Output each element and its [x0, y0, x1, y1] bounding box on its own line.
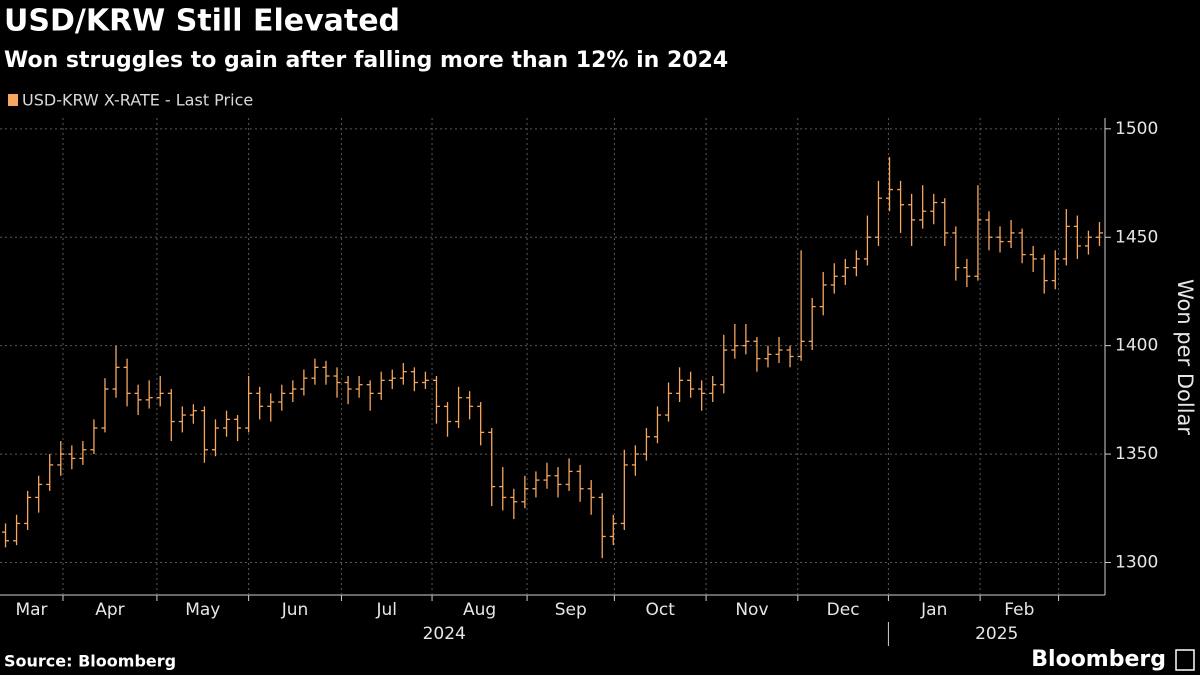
year-label: 2024 — [423, 624, 466, 644]
x-tick-label: Feb — [1004, 600, 1034, 620]
x-tick-label: Sep — [555, 600, 587, 620]
y-tick-label: 1400 — [1115, 336, 1158, 356]
x-tick-label: Jan — [920, 600, 947, 620]
legend-label: USD-KRW X-RATE - Last Price — [22, 91, 253, 110]
x-tick-label: Aug — [463, 600, 496, 620]
y-tick-label: 1350 — [1115, 444, 1158, 464]
chart-title: USD/KRW Still Elevated — [4, 4, 400, 39]
y-tick-label: 1450 — [1115, 227, 1158, 247]
x-tick-label: Jul — [375, 600, 397, 620]
y-axis-label: Won per Dollar — [1173, 279, 1197, 435]
x-tick-label: Jun — [281, 600, 309, 620]
y-tick-label: 1300 — [1115, 552, 1158, 572]
legend-swatch — [8, 94, 18, 106]
x-tick-label: Nov — [735, 600, 768, 620]
x-tick-label: Apr — [95, 600, 124, 620]
x-tick-label: Oct — [646, 600, 676, 620]
x-tick-label: Mar — [15, 600, 47, 620]
chart-subtitle: Won struggles to gain after falling more… — [4, 48, 728, 73]
source: Source: Bloomberg — [4, 652, 176, 671]
x-tick-label: May — [185, 600, 220, 620]
y-tick-label: 1500 — [1115, 119, 1158, 139]
brand-icon — [1175, 649, 1195, 671]
x-tick-label: Dec — [827, 600, 860, 620]
brand: Bloomberg — [1031, 647, 1166, 672]
year-label: 2025 — [975, 624, 1018, 644]
